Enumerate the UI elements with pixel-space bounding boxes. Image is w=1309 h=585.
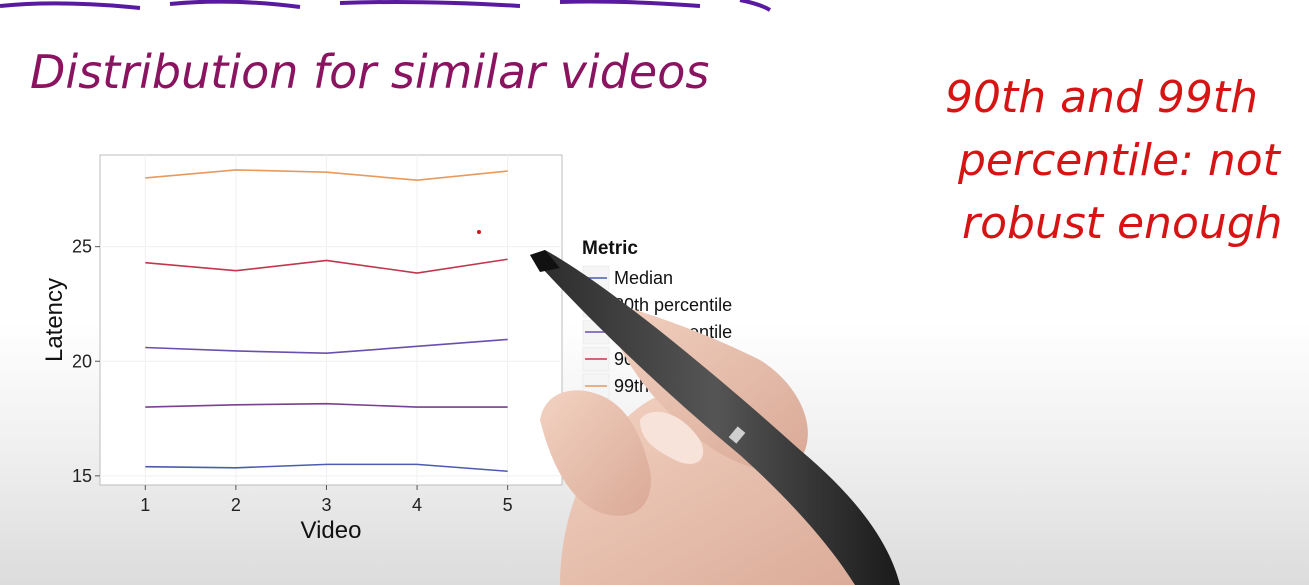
legend-label: Median — [614, 268, 673, 288]
y-tick-label: 20 — [72, 351, 92, 371]
x-tick-label: 3 — [321, 495, 331, 515]
x-tick-label: 2 — [231, 495, 241, 515]
x-tick-label: 1 — [140, 495, 150, 515]
note-line-2: percentile: not — [957, 135, 1282, 186]
pen-dot — [477, 230, 481, 234]
y-tick-label: 25 — [72, 237, 92, 257]
x-axis-title: Video — [301, 517, 362, 544]
hand-with-pen-image — [530, 250, 900, 585]
cropped-handwriting-stroke — [0, 0, 772, 12]
y-tick-label: 15 — [72, 466, 92, 486]
x-tick-label: 4 — [412, 495, 422, 515]
y-axis-title: Latency — [41, 278, 68, 362]
note-line-3: robust enough — [962, 198, 1283, 249]
handwritten-note: 90th and 99th percentile: not robust eno… — [945, 72, 1283, 249]
legend-label: 80th percentile — [614, 295, 732, 315]
note-line-1: 90th and 99th — [945, 72, 1258, 123]
grid-lines — [100, 155, 562, 485]
series-lines — [145, 169, 508, 473]
axis-ticks: 1 2 3 4 5 15 20 25 — [72, 237, 513, 515]
handwritten-title: Distribution for similar videos — [30, 45, 709, 99]
legend-title: Metric — [582, 238, 638, 259]
x-tick-label: 5 — [503, 495, 513, 515]
plot-panel — [99, 154, 563, 486]
